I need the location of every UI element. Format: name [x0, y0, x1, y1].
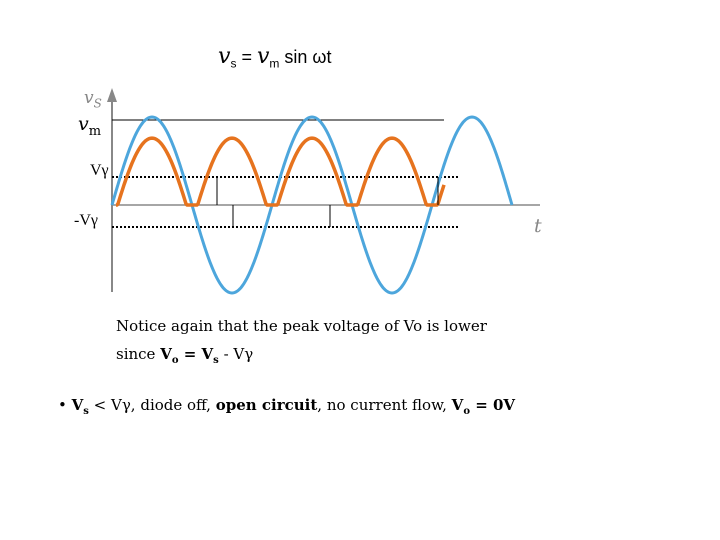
- note-line-2: since Vo = Vs - Vγ: [116, 345, 253, 366]
- eq-equals: =: [236, 47, 257, 67]
- input-wave: [110, 115, 514, 295]
- note-line-1: Notice again that the peak voltage of Vo…: [116, 317, 487, 335]
- equation: vs = vm sin ωt: [218, 44, 331, 71]
- vm-label-sub: m: [88, 123, 102, 139]
- bullet-line: • Vs < Vγ, diode off, open circuit, no c…: [58, 396, 515, 417]
- y-axis-label: vS: [84, 88, 102, 110]
- note2-tail: - Vγ: [218, 345, 254, 363]
- eq-lhs-sub: s: [230, 56, 237, 71]
- t-axis-label: t: [534, 215, 542, 237]
- note2-vo: Vo = Vs: [160, 345, 219, 366]
- vgamma-label: Vγ: [90, 162, 109, 179]
- note2-pre: since: [116, 345, 161, 363]
- vm-label: vm: [78, 113, 101, 139]
- y-axis-label-v: v: [84, 88, 94, 108]
- eq-lhs: v: [218, 44, 231, 69]
- bullet-vo: Vo = 0V: [451, 396, 516, 417]
- bullet-mid: , no current flow,: [317, 396, 452, 414]
- neg-vgamma-label: -Vγ: [74, 212, 98, 229]
- bullet-dot: •: [58, 396, 72, 414]
- eq-rhs-sub: m: [269, 56, 280, 71]
- bullet-vs: Vs: [71, 396, 89, 417]
- eq-rhs: v: [256, 44, 270, 69]
- y-axis-arrow: [107, 88, 117, 102]
- output-wave: [115, 136, 446, 207]
- marker-lines: [216, 177, 439, 227]
- eq-tail: sin ωt: [279, 47, 332, 67]
- bullet-lt: < Vγ, diode off,: [88, 396, 216, 414]
- bullet-open-circuit: open circuit: [215, 396, 318, 414]
- vm-label-v: v: [78, 113, 89, 135]
- y-axis-label-sub: S: [93, 96, 102, 111]
